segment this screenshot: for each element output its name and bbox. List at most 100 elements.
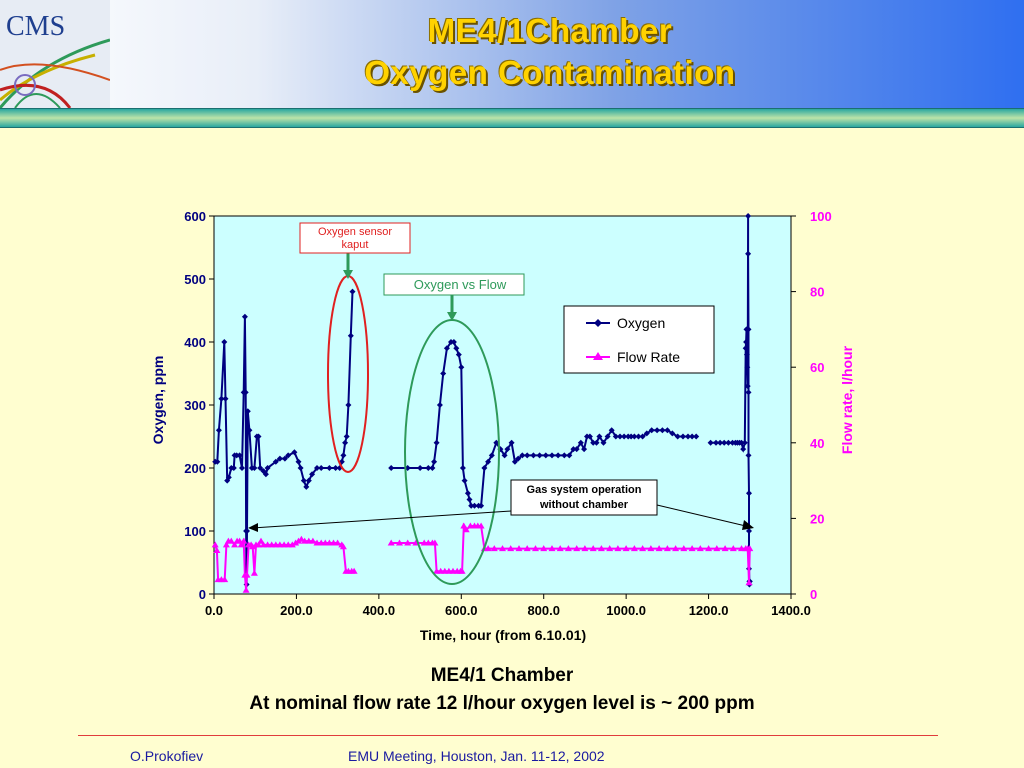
oxygen-point xyxy=(468,502,475,509)
oxygen-point xyxy=(453,345,460,352)
oxygen-point xyxy=(318,465,325,471)
y-tick-label: 600 xyxy=(184,209,206,224)
gas-system-box xyxy=(510,479,658,516)
legend-flow-label: Flow Rate xyxy=(617,349,680,365)
oxygen-point xyxy=(745,213,752,219)
oxygen-point xyxy=(417,465,424,471)
oxygen-point xyxy=(314,465,320,471)
oxygen-point xyxy=(566,452,573,459)
flow-rate-point xyxy=(639,545,647,552)
oxygen-point xyxy=(326,465,333,471)
flow-rate-point xyxy=(250,569,258,576)
flow-rate-point xyxy=(663,545,671,552)
oxygen-point xyxy=(493,439,500,446)
y2-tick-label: 20 xyxy=(810,511,824,526)
oxygen-point xyxy=(593,439,600,446)
oxygen-point xyxy=(443,345,450,352)
flow-rate-point xyxy=(630,545,638,552)
legend: Oxygen Flow Rate xyxy=(563,305,715,374)
oxygen-point xyxy=(251,465,258,471)
oxygen-point xyxy=(519,452,526,459)
y2-tick-label: 0 xyxy=(810,587,817,602)
oxygen-point xyxy=(272,458,279,465)
flow-rate-point xyxy=(249,543,257,550)
oxygen-point xyxy=(745,389,752,396)
x-tick-label: 1200.0 xyxy=(689,603,729,618)
y-axis-title: Oxygen, ppm xyxy=(150,356,166,445)
oxygen-point xyxy=(549,452,555,459)
oxygen-point xyxy=(745,250,752,257)
flow-rate-point xyxy=(396,539,403,546)
oxygen-point xyxy=(244,408,251,415)
flow-rate-point xyxy=(499,545,506,552)
oxygen-point xyxy=(600,439,607,446)
oxygen-point xyxy=(297,465,304,471)
oxygen-point xyxy=(342,439,349,446)
oxy-vs-flow-text: Oxygen vs Flow xyxy=(414,277,507,292)
oxygen-point xyxy=(262,471,269,478)
oxygen-point xyxy=(530,452,537,459)
flow-rate-point xyxy=(237,541,245,548)
oxygen-point xyxy=(740,446,747,453)
flow-rate-point xyxy=(515,545,523,552)
oxygen-point xyxy=(741,439,748,446)
oxygen-point xyxy=(590,439,597,446)
oxygen-point xyxy=(481,465,488,471)
x-tick-label: 400.0 xyxy=(363,603,396,618)
oxygen-point xyxy=(542,452,549,459)
flow-rate-point xyxy=(647,545,655,552)
oxygen-point xyxy=(485,458,492,465)
oxygen-point xyxy=(425,465,432,471)
flow-rate-point xyxy=(334,539,342,546)
gas-arrow-left xyxy=(251,510,512,529)
oxygen-point xyxy=(478,502,485,509)
oxygen-point xyxy=(604,433,611,440)
oxygen-point xyxy=(264,465,271,471)
oxygen-point xyxy=(222,395,229,402)
x-tick-label: 1400.0 xyxy=(771,603,811,618)
oxygen-point xyxy=(713,439,719,446)
oxygen-point xyxy=(236,452,243,459)
oxygen-point xyxy=(466,496,473,503)
x-tick-label: 1000.0 xyxy=(606,603,646,618)
oxygen-point xyxy=(303,483,310,490)
x-tick-label: 0.0 xyxy=(205,603,223,618)
logo-text: CMS xyxy=(6,11,65,42)
oxygen-point xyxy=(648,427,655,434)
flow-rate-point xyxy=(490,545,498,552)
oxygen-point xyxy=(242,389,249,396)
oxygen-point xyxy=(664,427,671,434)
oxygen-point xyxy=(349,288,356,295)
oxygen-point xyxy=(573,446,580,453)
flow-rate-point xyxy=(696,545,704,552)
flow-rate-point xyxy=(688,545,696,552)
footer-event: EMU Meeting, Houston, Jan. 11-12, 2002 xyxy=(348,748,605,764)
oxygen-point xyxy=(433,439,440,446)
flow-rate-point xyxy=(556,545,564,552)
oxygen-point xyxy=(707,439,714,446)
header-band xyxy=(0,108,1024,128)
oxygen-point xyxy=(343,433,350,440)
oxygen-point xyxy=(255,433,262,440)
oxygen-point xyxy=(621,433,628,440)
x-tick-label: 800.0 xyxy=(527,603,560,618)
caption-line2: At nominal flow rate 12 l/hour oxygen le… xyxy=(249,693,755,714)
flow-rate-point xyxy=(614,545,622,552)
flow-rate-point xyxy=(295,537,302,544)
flow-rate-point xyxy=(387,539,395,546)
legend-box xyxy=(563,305,715,374)
flow-rate-point xyxy=(589,545,597,552)
flow-rate-point xyxy=(672,545,680,552)
oxygen-point xyxy=(570,446,577,453)
oxygen-point xyxy=(561,452,568,459)
oxygen-point xyxy=(612,433,619,440)
oxygen-point xyxy=(680,433,686,440)
oxygen-point xyxy=(628,433,635,440)
y2-tick-label: 40 xyxy=(810,436,824,451)
oxygen-point xyxy=(347,332,354,339)
flow-rate-point xyxy=(231,541,239,548)
oxygen-point xyxy=(309,471,316,478)
oxygen-point xyxy=(300,477,307,484)
oxygen-point xyxy=(464,490,471,497)
flow-rate-point xyxy=(581,545,589,552)
